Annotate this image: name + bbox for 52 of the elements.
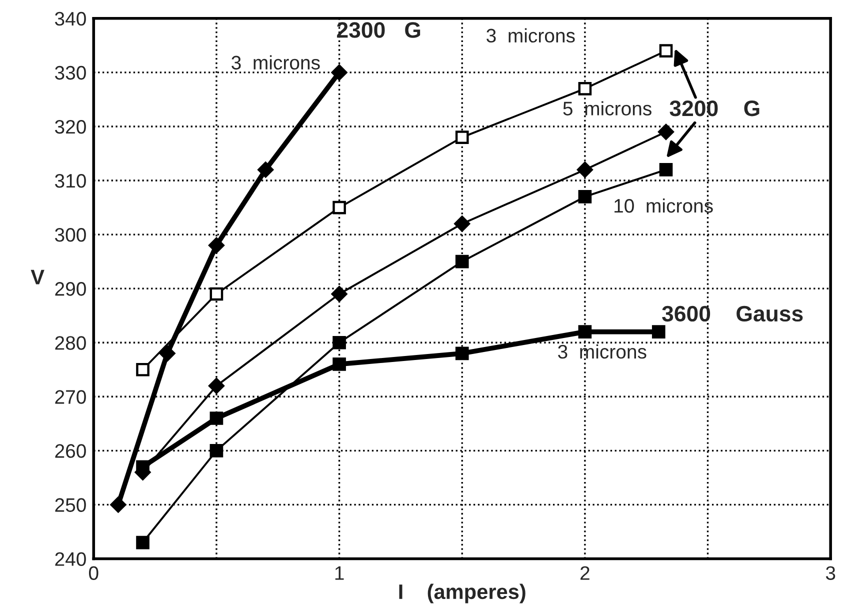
point <box>136 362 150 376</box>
annotation: 3 microns <box>486 28 575 43</box>
y-tick-label: 250 <box>55 498 86 512</box>
point <box>659 163 673 176</box>
x-tick-label: 2 <box>580 566 590 580</box>
annotation: 10 microns <box>614 198 713 213</box>
point <box>455 254 469 268</box>
point <box>658 124 674 140</box>
annotation: 5 microns <box>563 101 652 116</box>
point <box>332 358 346 371</box>
point <box>210 412 224 425</box>
y-tick-label: 300 <box>54 228 86 242</box>
point <box>652 325 666 338</box>
point <box>331 286 348 302</box>
x-axis-title: I (amperes) <box>399 584 526 604</box>
y-tick-label: 270 <box>55 390 86 404</box>
point <box>576 162 593 178</box>
y-axis-title: V <box>30 270 44 284</box>
point <box>210 444 224 458</box>
annotation: 3 microns <box>232 55 320 70</box>
point <box>659 44 673 58</box>
point <box>258 162 274 178</box>
point <box>454 216 470 232</box>
annotation: 3600 Gauss <box>662 306 803 322</box>
y-tick-label: 330 <box>54 66 86 80</box>
x-tick-label: 0 <box>88 566 98 580</box>
point <box>455 130 469 144</box>
point <box>210 287 224 301</box>
annotation: 3 microns <box>558 344 646 359</box>
point <box>159 345 176 362</box>
annotation: 2300 G <box>336 22 420 38</box>
annotation: 3200 G <box>670 100 760 116</box>
y-tick-label: 240 <box>55 552 86 566</box>
point <box>332 200 346 214</box>
y-tick-label: 290 <box>55 282 86 296</box>
point <box>578 190 592 204</box>
point <box>110 496 126 513</box>
point <box>578 325 592 338</box>
x-tick-label: 1 <box>335 566 344 580</box>
y-tick-label: 260 <box>55 444 86 458</box>
y-tick-label: 280 <box>55 336 86 350</box>
y-tick-label: 320 <box>54 120 86 134</box>
y-tick-label: 310 <box>54 174 86 188</box>
point <box>332 336 346 350</box>
point <box>208 378 224 394</box>
point <box>455 346 469 360</box>
point <box>208 237 224 254</box>
point <box>578 82 592 96</box>
y-tick-label: 340 <box>54 12 86 26</box>
x-tick-label: 3 <box>826 566 836 580</box>
point <box>136 536 150 550</box>
point <box>331 64 348 80</box>
